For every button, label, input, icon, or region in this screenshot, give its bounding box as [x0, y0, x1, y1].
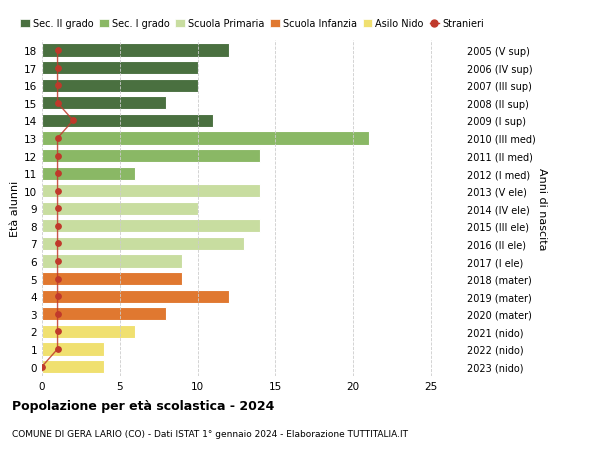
Bar — [42, 342, 104, 356]
Text: Popolazione per età scolastica - 2024: Popolazione per età scolastica - 2024 — [12, 399, 274, 412]
Point — [53, 258, 62, 265]
Point — [53, 65, 62, 72]
Point — [53, 100, 62, 107]
Bar — [42, 308, 166, 321]
Point — [53, 170, 62, 178]
Point — [53, 293, 62, 300]
Bar — [42, 79, 197, 93]
Point — [53, 47, 62, 55]
Y-axis label: Anni di nascita: Anni di nascita — [537, 168, 547, 250]
Bar — [42, 290, 229, 303]
Bar — [42, 45, 229, 57]
Point — [53, 240, 62, 247]
Bar — [42, 273, 182, 285]
Point — [37, 363, 47, 370]
Point — [53, 310, 62, 318]
Y-axis label: Età alunni: Età alunni — [10, 181, 20, 237]
Point — [53, 188, 62, 195]
Point — [53, 223, 62, 230]
Bar — [42, 167, 136, 180]
Bar — [42, 185, 260, 198]
Point — [53, 346, 62, 353]
Bar — [42, 360, 104, 373]
Bar — [42, 220, 260, 233]
Bar — [42, 97, 166, 110]
Bar — [42, 255, 182, 268]
Bar — [42, 115, 213, 128]
Point — [53, 135, 62, 142]
Point — [53, 275, 62, 283]
Bar — [42, 325, 136, 338]
Point — [53, 152, 62, 160]
Point — [53, 328, 62, 336]
Point — [53, 205, 62, 213]
Bar — [42, 237, 244, 251]
Bar — [42, 132, 368, 145]
Point — [53, 82, 62, 90]
Bar — [42, 150, 260, 163]
Bar — [42, 202, 197, 215]
Text: COMUNE DI GERA LARIO (CO) - Dati ISTAT 1° gennaio 2024 - Elaborazione TUTTITALIA: COMUNE DI GERA LARIO (CO) - Dati ISTAT 1… — [12, 429, 408, 438]
Legend: Sec. II grado, Sec. I grado, Scuola Primaria, Scuola Infanzia, Asilo Nido, Stran: Sec. II grado, Sec. I grado, Scuola Prim… — [16, 15, 488, 33]
Point — [68, 118, 78, 125]
Bar — [42, 62, 197, 75]
